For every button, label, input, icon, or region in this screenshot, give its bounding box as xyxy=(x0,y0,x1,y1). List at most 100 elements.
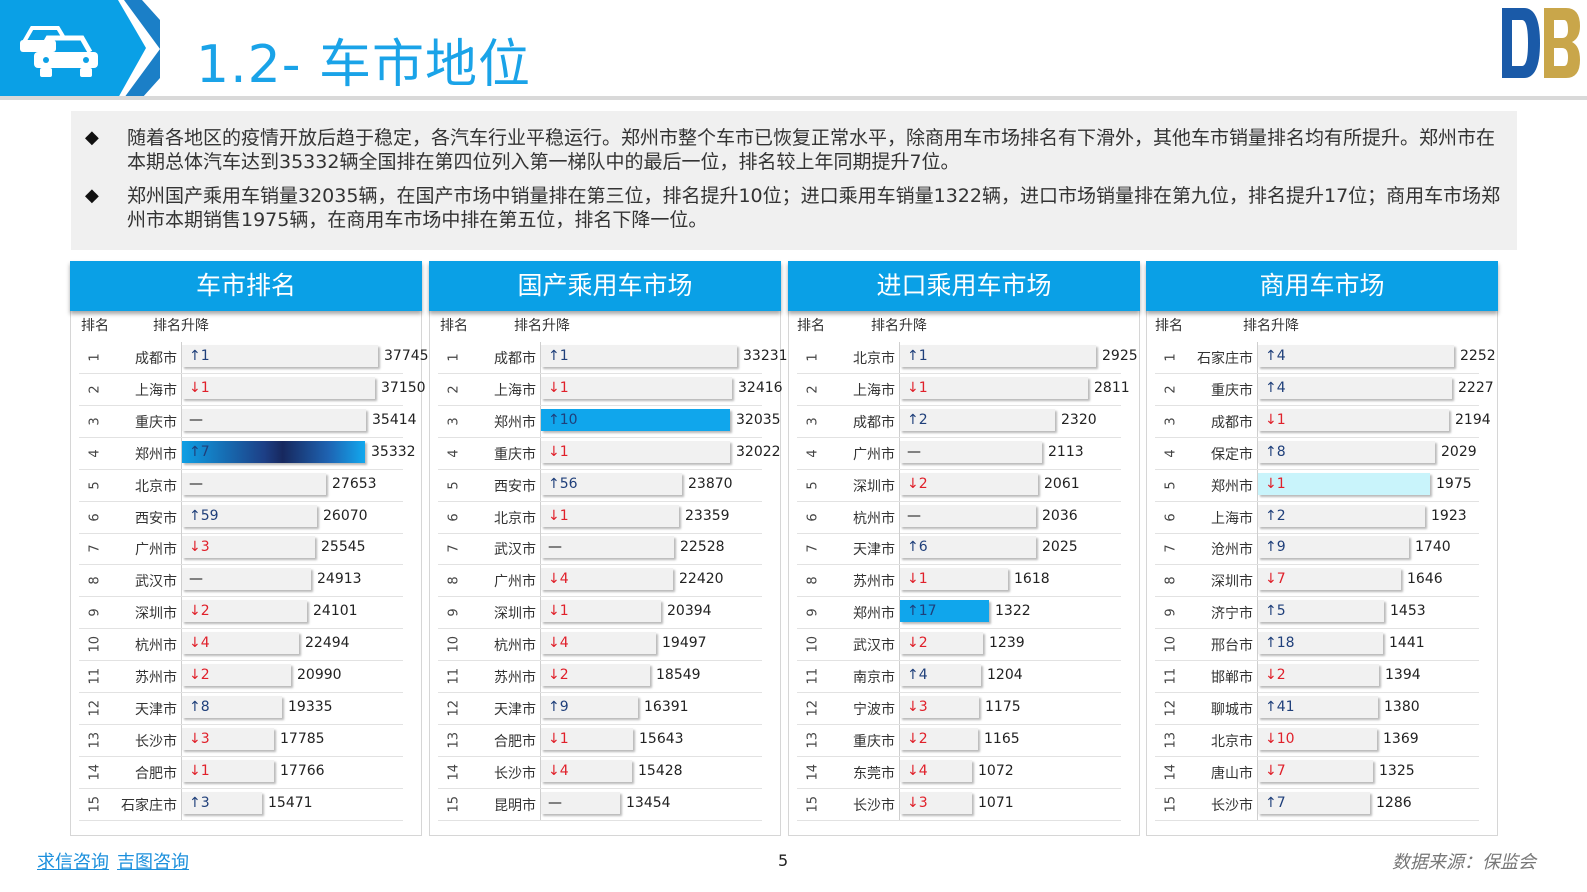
ranking-row: 9 郑州市 ↑17 1322 xyxy=(797,597,1121,630)
ranking-row: 12 天津市 ↑9 16391 xyxy=(438,692,762,725)
ranking-row: 14 东莞市 ↓4 1072 xyxy=(797,756,1121,789)
header: 1.2- 车市地位 xyxy=(0,0,1587,100)
ranking-row: 11 南京市 ↑4 1204 xyxy=(797,661,1121,693)
sales-value: 1322 xyxy=(995,603,1031,620)
city-name: 杭州市 xyxy=(135,638,177,655)
sales-value: 1441 xyxy=(1389,635,1425,652)
header-banner xyxy=(0,0,160,98)
value-bar xyxy=(1258,536,1409,559)
city-name: 南京市 xyxy=(853,670,895,686)
rank-change: ↓1 xyxy=(548,730,569,747)
sales-value: 2025 xyxy=(1042,539,1078,556)
ranking-row: 14 合肥市 ↓1 17766 xyxy=(79,756,403,789)
ranking-row: 10 杭州市 ↓4 19497 xyxy=(438,629,762,662)
axis-line xyxy=(181,597,182,629)
city-name: 合肥市 xyxy=(135,765,177,782)
ranking-row: 10 邢台市 ↑18 1441 xyxy=(1155,629,1479,662)
axis-line xyxy=(540,405,541,437)
link-jitu-consulting[interactable]: 吉图咨询 xyxy=(117,852,189,873)
axis-line xyxy=(540,692,541,724)
rank-change: ↓7 xyxy=(1265,571,1286,588)
sales-value: 2811 xyxy=(1094,379,1130,396)
axis-line xyxy=(540,565,541,597)
rank-change: ↑9 xyxy=(548,698,569,715)
city-name: 合肥市 xyxy=(494,733,536,750)
value-bar xyxy=(541,440,730,463)
value-bar xyxy=(1258,440,1435,463)
rank-change: ↑2 xyxy=(1265,507,1286,524)
city-name: 成都市 xyxy=(853,414,895,431)
sales-value: 32022 xyxy=(736,443,781,460)
ranking-row: 10 武汉市 ↓2 1239 xyxy=(797,629,1121,662)
city-name: 济宁市 xyxy=(1211,606,1253,623)
summary-paragraph-1: 随着各地区的疫情开放后趋于稳定，各汽车行业平稳运行。郑州市整个车市已恢复正常水平… xyxy=(127,127,1496,173)
city-name: 上海市 xyxy=(853,382,895,399)
ranking-row: 2 重庆市 ↑4 2227 xyxy=(1155,373,1494,406)
panel-title: 进口乘用车市场 xyxy=(788,261,1140,311)
link-qiuxin-consulting[interactable]: 求信咨询 xyxy=(37,852,109,873)
axis-line xyxy=(1257,788,1258,820)
city-name: 深圳市 xyxy=(494,606,536,623)
city-name: 杭州市 xyxy=(494,638,536,655)
rank-change: ↑41 xyxy=(1265,698,1295,715)
rank-change: ↑4 xyxy=(1265,348,1286,364)
sales-value: 37150 xyxy=(381,379,426,396)
panel-commercial-vehicle: 商用车市场 排名 排名升降 1 石家庄市 ↑4 2252 2 重庆市 ↑4 2227 3 成都市 ↓… xyxy=(1146,261,1498,836)
axis-line xyxy=(540,629,541,661)
rank-change: — xyxy=(907,443,921,460)
rank-change: ↑8 xyxy=(1265,443,1286,460)
rank-change: ↑8 xyxy=(189,698,210,715)
summary-box: ◆ 随着各地区的疫情开放后趋于稳定，各汽车行业平稳运行。郑州市整个车市已恢复正常… xyxy=(71,111,1517,250)
rank-change: ↓4 xyxy=(907,762,928,779)
value-bar xyxy=(1258,600,1384,623)
data-source: 数据来源：保监会 xyxy=(1392,852,1536,873)
panel-title: 车市排名 xyxy=(70,261,422,311)
rank-change: ↓1 xyxy=(907,571,928,588)
ranking-row: 4 广州市 —2113 xyxy=(797,437,1121,470)
sales-value: 27653 xyxy=(332,475,377,492)
axis-line xyxy=(1257,724,1258,756)
value-bar xyxy=(1258,345,1454,367)
axis-line xyxy=(899,597,900,629)
ranking-row: 8 深圳市 ↓7 1646 xyxy=(1155,565,1479,598)
highlight-bar xyxy=(541,408,730,431)
axis-line xyxy=(1257,661,1258,692)
ranking-row: 2 上海市 ↓1 32416 xyxy=(438,373,783,406)
sales-value: 15428 xyxy=(638,762,683,779)
sales-value: 2227 xyxy=(1458,379,1494,396)
ranking-row: 3 重庆市 —35414 xyxy=(79,405,417,438)
sales-value: 1923 xyxy=(1431,507,1467,524)
axis-line xyxy=(181,788,182,820)
sales-value: 2061 xyxy=(1044,475,1080,492)
sales-value: 1325 xyxy=(1379,762,1415,779)
value-bar xyxy=(900,345,1096,367)
rank-change: ↓3 xyxy=(189,730,210,747)
value-bar xyxy=(900,695,979,718)
sales-value: 33231 xyxy=(743,348,788,364)
city-name: 沧州市 xyxy=(1211,542,1253,559)
value-bar xyxy=(182,536,315,559)
rank-change: ↑9 xyxy=(1265,539,1286,556)
city-name: 成都市 xyxy=(135,351,177,367)
value-bar xyxy=(182,568,311,591)
sales-value: 1165 xyxy=(984,730,1020,747)
rank-change: ↑6 xyxy=(907,539,928,556)
value-bar xyxy=(900,536,1036,559)
city-name: 天津市 xyxy=(494,701,536,718)
axis-line xyxy=(1257,629,1258,661)
value-bar xyxy=(541,695,638,718)
axis-line xyxy=(1257,501,1258,533)
city-name: 西安市 xyxy=(135,510,177,527)
sales-value: 35414 xyxy=(372,411,417,428)
rank-change: ↓4 xyxy=(189,635,210,652)
value-bar xyxy=(1258,376,1452,399)
ranking-row: 8 苏州市 ↓1 1618 xyxy=(797,565,1121,598)
axis-line xyxy=(181,692,182,724)
axis-line xyxy=(181,724,182,756)
axis-line xyxy=(1257,756,1258,788)
sales-value: 1071 xyxy=(978,794,1014,811)
rank-change: ↓7 xyxy=(1265,762,1286,779)
ranking-row: 13 长沙市 ↓3 17785 xyxy=(79,724,403,757)
ranking-row: 5 深圳市 ↓2 2061 xyxy=(797,469,1121,502)
axis-line xyxy=(540,437,541,469)
